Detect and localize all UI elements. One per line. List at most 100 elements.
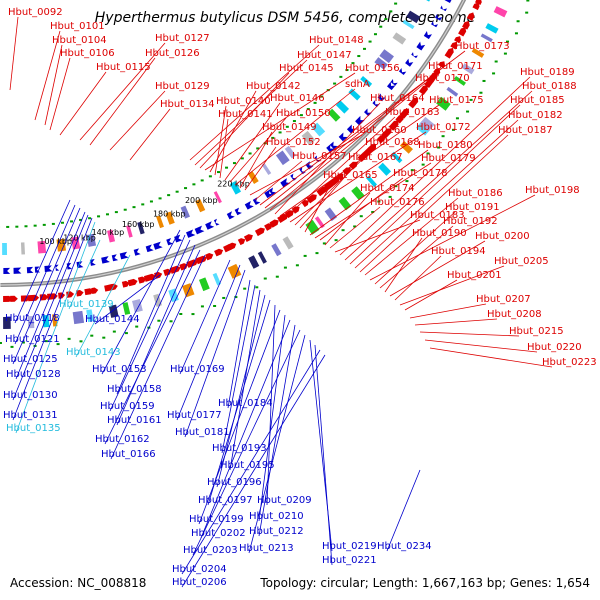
forward-gene-label-leader [289, 131, 427, 223]
forward-strand-feature [454, 36, 462, 44]
reverse-gene-label: Hbut_0144 [85, 314, 140, 325]
forward-gene-label-leader [109, 90, 166, 151]
rna-mark [351, 62, 355, 65]
highlight-gene-label-leader [68, 239, 101, 310]
reverse-strand-feature [364, 108, 372, 117]
rna-mark [410, 169, 414, 172]
outer-cog-block [227, 263, 242, 279]
reverse-strand-feature [434, 14, 443, 21]
inner-cog-block [107, 229, 116, 243]
rna-mark [384, 18, 388, 21]
forward-gene-label: Hbut_0149 [262, 122, 317, 133]
forward-gene-label-leader [424, 339, 538, 353]
forward-gene-label: Hbut_0092 [8, 7, 63, 18]
rna-mark [516, 20, 520, 23]
outer-cog-block [378, 162, 392, 176]
rna-mark [405, 180, 409, 183]
reverse-gene-label-leader [258, 324, 296, 537]
reverse-gene-label: Hbut_0184 [218, 398, 273, 409]
reverse-gene-label-leader [221, 284, 256, 454]
rna-mark [0, 341, 2, 344]
outer-cog-block [42, 314, 50, 328]
forward-strand-feature [254, 227, 265, 237]
inner-cog-block [379, 49, 394, 64]
forward-strand-feature [277, 213, 289, 224]
rna-mark [313, 101, 317, 104]
rna-mark [479, 91, 483, 94]
rna-mark [169, 320, 173, 323]
label-leader-lines [9, 16, 553, 588]
forward-gene-label-leader [279, 104, 440, 217]
highlight-gene-label: Hbut_0135 [6, 423, 61, 434]
forward-gene-label: sdhA [345, 79, 370, 90]
rna-mark [306, 108, 310, 111]
rna-mark [56, 343, 60, 346]
inner-cog-block [2, 242, 8, 255]
forward-gene-label: Hbut_0175 [429, 95, 484, 106]
forward-gene-label-leader [9, 16, 19, 91]
outer-cog-block [416, 120, 432, 136]
forward-strand-feature [475, 0, 482, 5]
reverse-strand-feature [119, 251, 129, 260]
rna-mark [503, 52, 507, 55]
forward-strand-feature [91, 287, 99, 295]
forward-gene-label-leader [389, 240, 486, 297]
reverse-strand-feature [405, 58, 414, 67]
forward-gene-label: Hbut_0163 [385, 107, 440, 118]
forward-strand-feature [143, 273, 156, 282]
rna-mark [42, 223, 46, 226]
reverse-gene-label-leader [192, 329, 301, 556]
rna-mark [255, 286, 259, 289]
outer-cog-block [212, 272, 221, 286]
reverse-gene-label: Hbut_0212 [249, 526, 304, 537]
forward-gene-label-leader [304, 179, 334, 233]
forward-strand-feature [186, 259, 199, 268]
forward-gene-label-leader [204, 72, 356, 171]
forward-strand-feature [342, 167, 351, 176]
forward-strand-feature [306, 194, 317, 204]
rna-mark [157, 319, 161, 322]
forward-gene-label-leader [414, 318, 498, 326]
rna-mark [79, 340, 83, 343]
highlight-gene-label-leader [75, 254, 131, 358]
rna-mark [6, 225, 10, 228]
forward-gene-label-leader [244, 146, 277, 191]
inner-cog-block [360, 75, 373, 88]
forward-gene-label: Hbut_0141 [218, 109, 273, 120]
reverse-gene-label-leader [207, 299, 271, 506]
forward-gene-label: Hbut_0172 [416, 122, 471, 133]
reverse-gene-label: Hbut_0159 [100, 401, 155, 412]
forward-gene-label-leader [274, 102, 381, 215]
forward-gene-label-leader [214, 105, 227, 176]
forward-gene-label: Hbut_0220 [527, 342, 582, 353]
forward-gene-label-leader [419, 331, 520, 337]
forward-gene-label-leader [59, 71, 107, 136]
outer-cog-block [351, 186, 365, 201]
forward-strand-feature [466, 12, 475, 21]
rna-mark [192, 183, 196, 186]
forward-gene-label-leader [299, 161, 359, 229]
reverse-strand-feature [390, 78, 398, 86]
forward-strand-feature [316, 186, 328, 197]
forward-gene-label-leader [44, 44, 63, 126]
rna-mark [213, 304, 217, 307]
outer-cog-block [182, 283, 195, 298]
inner-cog-block [156, 215, 164, 229]
reverse-gene-label-leader [181, 349, 321, 575]
forward-gene-label-leader [404, 279, 458, 311]
reverse-gene-label-leader [386, 469, 421, 552]
rna-mark [368, 40, 372, 43]
forward-strand-feature [381, 128, 392, 139]
rna-mark [90, 334, 94, 337]
reverse-gene-label: Hbut_0169 [170, 364, 225, 375]
rna-mark [141, 203, 145, 206]
rna-mark [123, 208, 127, 211]
rna-mark [339, 75, 343, 78]
rna-mark [377, 200, 381, 203]
forward-gene-label: Hbut_0190 [412, 228, 467, 239]
rna-mark [526, 0, 530, 2]
forward-gene-label-leader [229, 117, 287, 183]
highlight-gene-label: Hbut_0143 [66, 347, 121, 358]
forward-gene-label-leader [219, 118, 229, 179]
forward-gene-label-leader [324, 192, 371, 246]
